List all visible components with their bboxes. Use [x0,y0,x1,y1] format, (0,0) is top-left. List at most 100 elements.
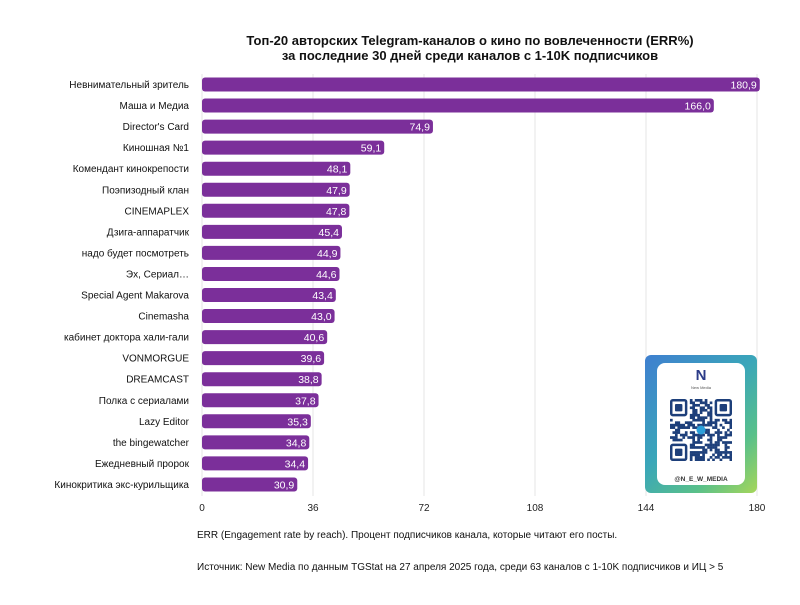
qr-module [684,433,688,437]
qr-module [717,456,720,459]
qr-finder-outer [670,399,688,417]
bar [202,161,351,176]
qr-module [714,426,718,429]
qr-module [729,421,732,424]
bar-value-label: 47,8 [326,206,347,218]
category-label: CINEMAPLEX [125,206,190,217]
category-label: Комендант кинокрепости [73,164,189,175]
qr-module [702,418,705,422]
qr-module [692,446,695,449]
qr-module [709,421,713,424]
qr-module [714,456,718,459]
qr-module [689,406,693,410]
qr-finder-outer [714,399,732,417]
qr-module [712,433,715,437]
qr-channel-handle: @N_E_W_MEDIA [674,476,728,483]
qr-module [724,431,728,434]
bar [202,393,319,408]
qr-module [702,408,705,412]
qr-module [709,411,713,415]
qr-module [697,423,700,427]
qr-module [709,413,713,417]
qr-module [694,418,698,422]
x-tick-label: 72 [418,503,430,514]
qr-module [699,423,703,427]
category-label: Маша и Медиа [120,101,190,112]
qr-module [722,441,725,444]
qr-module [672,431,676,434]
qr-module [704,431,708,434]
qr-module [704,423,708,427]
bar [202,245,341,260]
qr-module [724,421,728,424]
x-tick-label: 108 [527,503,544,514]
qr-card-inner: N New Media @N_E_W_MEDIA [657,363,745,485]
bar-value-label: 35,3 [287,416,308,428]
source-note: Источник: New Media по данным TGStat на … [197,562,724,573]
bar [202,372,322,387]
qr-module [702,446,705,449]
qr-module [709,416,713,420]
qr-module [712,426,715,429]
qr-module [712,443,715,447]
qr-module [719,431,723,434]
qr-module [724,448,728,452]
qr-module [709,408,713,412]
qr-module [707,431,710,434]
qr-module [674,428,678,432]
qr-module [722,436,725,439]
qr-module [670,423,673,427]
qr-module [702,448,705,452]
qr-module [717,428,720,432]
bar [202,288,336,302]
qr-module [714,451,718,454]
qr-module [719,436,723,439]
qr-module [699,401,703,405]
qr-module [689,413,693,417]
qr-module [697,399,700,402]
qr-module [692,408,695,412]
bar-value-label: 38,8 [298,374,319,386]
bar-value-label: 37,8 [295,395,316,407]
qr-module [697,441,700,444]
category-label: Дзига-аппаратчик [107,227,190,238]
qr-module [679,438,683,442]
bar-value-label: 40,6 [304,332,325,344]
qr-finder-outer [670,443,688,461]
qr-module [724,443,728,447]
qr-module [727,441,730,444]
bar-value-label: 48,1 [327,164,348,176]
qr-module [689,456,693,459]
qr-module [702,401,705,405]
qr-module [677,426,681,429]
qr-module [697,458,700,461]
qr-module [724,418,728,422]
qr-module [692,433,695,437]
qr-module [674,438,678,442]
qr-module [702,421,705,424]
bar [202,140,385,155]
qr-module [707,433,710,437]
qr-module [704,408,708,412]
qr-module [692,423,695,427]
qr-module [684,421,688,424]
qr-module [709,436,713,439]
qr-module [719,451,723,454]
qr-module [677,428,681,432]
bar-value-label: 47,9 [326,185,347,197]
qr-module [714,448,718,452]
qr-module [714,421,718,424]
qr-module [670,436,673,439]
qr-module [702,458,705,461]
qr-module [704,399,708,402]
qr-module [704,428,708,432]
qr-module [704,448,708,452]
qr-module [709,441,713,444]
qr-module [729,441,732,444]
qr-module [724,456,728,459]
qr-module [682,423,686,427]
qr-module [697,451,700,454]
category-label: кабинет доктора хали-гали [64,332,189,344]
qr-module [694,408,698,412]
bar-value-label: 43,0 [311,311,332,323]
